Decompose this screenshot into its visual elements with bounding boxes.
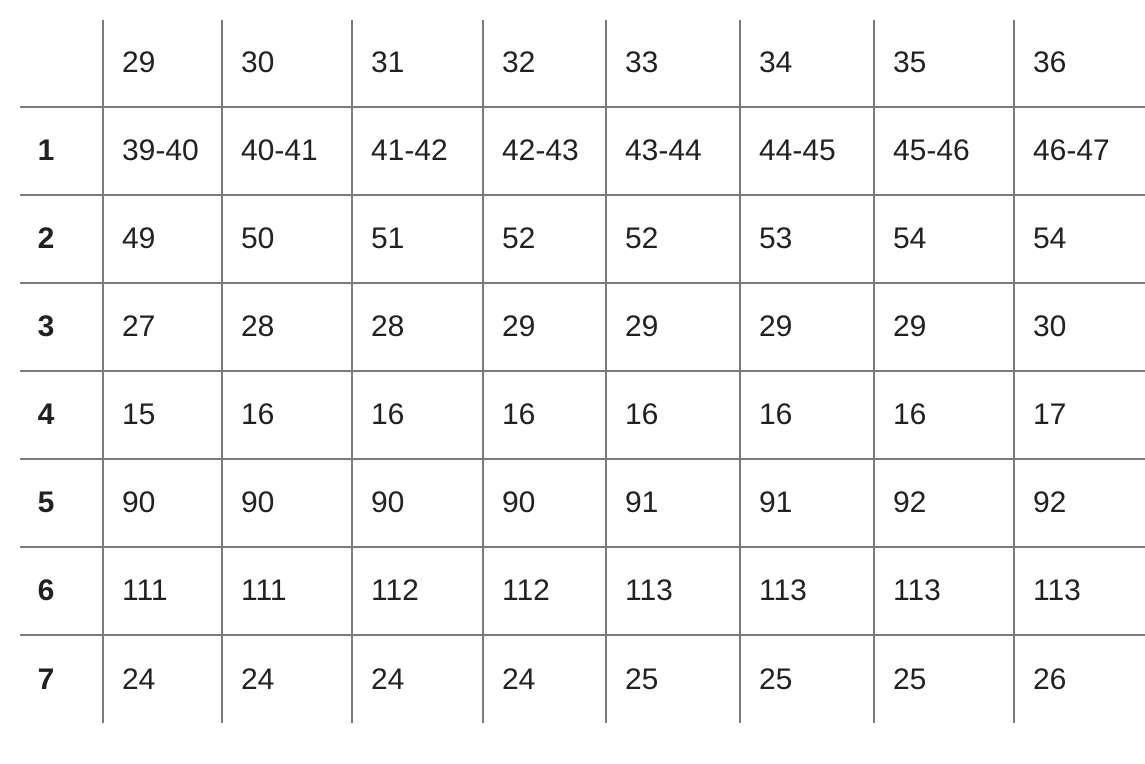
- table-cell: 92: [874, 459, 1015, 548]
- row-label: 7: [20, 635, 104, 723]
- table-cell: 26: [1033, 662, 1067, 696]
- table-cell: 15: [103, 371, 223, 460]
- size-table: 29 30 31 32 33 34 35 36 1 39-40 40-41 41…: [20, 20, 1145, 723]
- table-cell: 25: [874, 635, 1015, 723]
- column-header: 30: [222, 20, 353, 108]
- table-cell: 91: [740, 459, 875, 548]
- table-cell: 53: [740, 195, 875, 284]
- table-cell: 44-45: [740, 107, 875, 196]
- table-row: 6 111 111 112 112 113 113 113 113: [20, 547, 1145, 636]
- table-cell: 28: [352, 283, 484, 372]
- table-cell: 111: [103, 547, 223, 636]
- table-cell: 16: [352, 371, 484, 460]
- table-cell: 40-41: [222, 107, 353, 196]
- table-cell: 113: [606, 547, 741, 636]
- table-cell: 41-42: [352, 107, 484, 196]
- table-cell: 111: [222, 547, 353, 636]
- table-cell: 42-43: [483, 107, 607, 196]
- table-cell: 113: [874, 547, 1015, 636]
- table-cell: 17: [1014, 371, 1145, 460]
- table-cell: 27: [103, 283, 223, 372]
- table-cell: 25: [606, 635, 741, 723]
- row-label: 6: [20, 547, 104, 636]
- table-cell: 16: [483, 371, 607, 460]
- table-cell: 39-40: [103, 107, 223, 196]
- table-cell: 52: [606, 195, 741, 284]
- table-cell: 90: [352, 459, 484, 548]
- table-cell: 92: [1014, 459, 1145, 548]
- header-row: 29 30 31 32 33 34 35 36: [20, 20, 1145, 108]
- table-cell: 49: [103, 195, 223, 284]
- table-cell: 29: [874, 283, 1015, 372]
- table-row: 7 24 24 24 24 25 25 25 26: [20, 635, 1145, 723]
- table-cell: 16: [606, 371, 741, 460]
- table-cell: 30: [1014, 283, 1145, 372]
- column-header: 33: [606, 20, 741, 108]
- table-cell: 90: [222, 459, 353, 548]
- table-cell: 112: [352, 547, 484, 636]
- table-cell: 24: [103, 635, 223, 723]
- table-cell: 28: [222, 283, 353, 372]
- table-row: 5 90 90 90 90 91 91 92 92: [20, 459, 1145, 548]
- table-cell: 29: [483, 283, 607, 372]
- table-cell: 29: [740, 283, 875, 372]
- column-header: 35: [874, 20, 1015, 108]
- table-cell: 51: [352, 195, 484, 284]
- table-cell: 29: [606, 283, 741, 372]
- column-header: 34: [740, 20, 875, 108]
- table-row: 4 15 16 16 16 16 16 16 17: [20, 371, 1145, 460]
- table-cell: 54: [874, 195, 1015, 284]
- table-cell: 24: [222, 635, 353, 723]
- column-header: 31: [352, 20, 484, 108]
- table-cell: 16: [874, 371, 1015, 460]
- row-label: 5: [20, 459, 104, 548]
- table-cell: 91: [606, 459, 741, 548]
- column-header: 32: [483, 20, 607, 108]
- table-cell: 113: [740, 547, 875, 636]
- row-label: 1: [20, 107, 104, 196]
- table-cell: 50: [222, 195, 353, 284]
- table-cell: 46-47: [1014, 107, 1145, 196]
- table-cell: 113: [1014, 547, 1145, 636]
- row-label: 3: [20, 283, 104, 372]
- table-cell: 16: [222, 371, 353, 460]
- column-header: 29: [103, 20, 223, 108]
- table-cell: 45-46: [874, 107, 1015, 196]
- table-cell: 90: [483, 459, 607, 548]
- table-row: 1 39-40 40-41 41-42 42-43 43-44 44-45 45…: [20, 107, 1145, 196]
- table-cell: 24: [483, 635, 607, 723]
- table-cell: 112: [483, 547, 607, 636]
- table-row: 3 27 28 28 29 29 29 29 30: [20, 283, 1145, 372]
- table-cell: 52: [483, 195, 607, 284]
- table-cell: 90: [103, 459, 223, 548]
- table-cell: 16: [740, 371, 875, 460]
- row-label: 4: [20, 371, 104, 460]
- table-cell: 43-44: [606, 107, 741, 196]
- table-row: 2 49 50 51 52 52 53 54 54: [20, 195, 1145, 284]
- column-header: 36: [1014, 20, 1145, 108]
- table-cell: 25: [740, 635, 875, 723]
- corner-cell: [20, 20, 104, 108]
- table-cell: 54: [1014, 195, 1145, 284]
- table-cell: 24: [352, 635, 484, 723]
- row-label: 2: [20, 195, 104, 284]
